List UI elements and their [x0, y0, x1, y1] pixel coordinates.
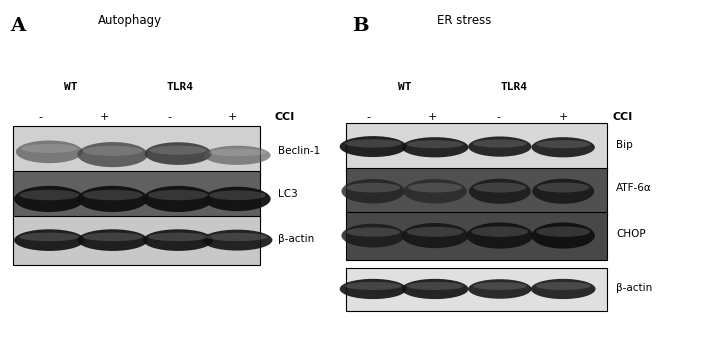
Text: β-actin: β-actin: [278, 234, 314, 244]
Ellipse shape: [204, 187, 270, 211]
Ellipse shape: [209, 149, 265, 156]
Ellipse shape: [20, 190, 79, 200]
Text: A: A: [11, 17, 25, 36]
Text: -: -: [167, 112, 171, 122]
Text: ER stress: ER stress: [437, 14, 492, 27]
Ellipse shape: [143, 186, 213, 212]
Ellipse shape: [407, 140, 463, 148]
Ellipse shape: [536, 140, 590, 148]
Ellipse shape: [340, 136, 407, 157]
Ellipse shape: [537, 183, 589, 193]
Text: -: -: [496, 112, 501, 122]
Text: ATF-6α: ATF-6α: [616, 184, 652, 193]
Bar: [13, 126, 260, 178]
Ellipse shape: [341, 179, 405, 203]
Ellipse shape: [469, 179, 531, 204]
Ellipse shape: [346, 227, 400, 237]
Text: WT: WT: [398, 82, 412, 92]
Ellipse shape: [468, 279, 532, 299]
Ellipse shape: [149, 190, 208, 200]
Text: +: +: [99, 112, 109, 122]
Ellipse shape: [14, 186, 84, 212]
Text: β-actin: β-actin: [616, 283, 652, 293]
Ellipse shape: [346, 183, 400, 193]
Text: -: -: [366, 112, 370, 122]
Ellipse shape: [532, 137, 595, 157]
Ellipse shape: [204, 146, 270, 165]
Ellipse shape: [20, 232, 79, 241]
Ellipse shape: [83, 232, 142, 241]
Ellipse shape: [341, 224, 405, 247]
Ellipse shape: [532, 179, 594, 204]
Ellipse shape: [472, 227, 528, 237]
Ellipse shape: [532, 223, 595, 248]
Ellipse shape: [14, 229, 84, 251]
Ellipse shape: [407, 282, 463, 290]
Text: B: B: [352, 17, 369, 36]
Text: +: +: [558, 112, 568, 122]
Ellipse shape: [149, 232, 208, 241]
Ellipse shape: [83, 146, 142, 156]
Bar: [13, 171, 260, 222]
Ellipse shape: [536, 282, 591, 290]
Ellipse shape: [143, 229, 213, 251]
Ellipse shape: [536, 227, 590, 237]
Ellipse shape: [150, 146, 206, 155]
Text: LC3: LC3: [278, 189, 298, 199]
Ellipse shape: [466, 223, 534, 248]
Text: +: +: [227, 112, 237, 122]
Text: Bip: Bip: [616, 140, 633, 150]
Bar: [346, 168, 607, 216]
Ellipse shape: [345, 139, 401, 148]
Ellipse shape: [473, 140, 527, 148]
Ellipse shape: [403, 179, 467, 203]
Ellipse shape: [77, 142, 148, 167]
Ellipse shape: [145, 142, 211, 165]
Ellipse shape: [77, 229, 148, 251]
Bar: [13, 216, 260, 265]
Bar: [346, 212, 607, 260]
Bar: [346, 268, 607, 311]
Text: WT: WT: [63, 82, 77, 92]
Ellipse shape: [468, 136, 532, 157]
Text: Autophagy: Autophagy: [98, 14, 163, 27]
Ellipse shape: [401, 137, 469, 157]
Ellipse shape: [208, 233, 268, 241]
Ellipse shape: [16, 141, 83, 163]
Ellipse shape: [474, 183, 526, 193]
Ellipse shape: [401, 223, 469, 248]
Ellipse shape: [340, 279, 407, 299]
Ellipse shape: [531, 279, 596, 299]
Text: Beclin-1: Beclin-1: [278, 146, 320, 156]
Ellipse shape: [401, 279, 469, 299]
Ellipse shape: [83, 190, 142, 200]
Ellipse shape: [21, 144, 77, 153]
Ellipse shape: [473, 282, 527, 290]
Ellipse shape: [345, 282, 401, 290]
Text: CCI: CCI: [612, 112, 633, 122]
Ellipse shape: [202, 230, 272, 251]
Ellipse shape: [209, 191, 265, 200]
Ellipse shape: [408, 183, 462, 193]
Text: CHOP: CHOP: [616, 229, 646, 239]
Text: +: +: [428, 112, 438, 122]
Text: TLR4: TLR4: [501, 82, 527, 92]
Text: TLR4: TLR4: [166, 82, 193, 92]
Bar: [346, 123, 607, 172]
Text: CCI: CCI: [275, 112, 295, 122]
Ellipse shape: [407, 227, 463, 237]
Ellipse shape: [77, 186, 148, 212]
Text: -: -: [38, 112, 42, 122]
